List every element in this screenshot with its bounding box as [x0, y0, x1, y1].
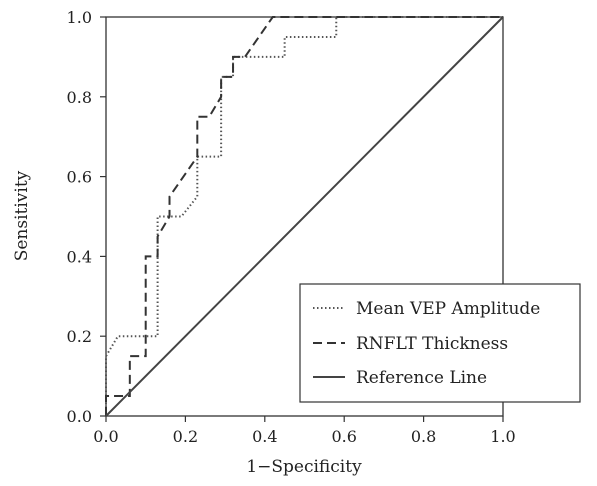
plot-series	[105, 16, 504, 417]
y-tick-label: 0.4	[67, 247, 92, 266]
y-tick-label: 0.0	[67, 407, 92, 426]
legend-label-reference: Reference Line	[356, 368, 487, 388]
x-tick-label: 0.0	[93, 427, 118, 446]
x-tick-label: 0.8	[411, 427, 436, 446]
y-tick-label: 0.6	[67, 168, 92, 187]
axes: 0.0 0.2 0.4 0.6 0.8 1.0 0.0 0.2 0.4 0.6 0.8 1.0	[67, 8, 516, 446]
y-tick-label: 0.2	[67, 327, 92, 346]
legend-label-mean-vep: Mean VEP Amplitude	[356, 299, 540, 319]
y-axis-label: Sensitivity	[12, 170, 32, 261]
x-tick-label: 0.4	[252, 427, 277, 446]
x-tick-label: 0.2	[173, 427, 198, 446]
series-line-rnflt-thickness	[105, 16, 503, 416]
y-tick-label: 0.8	[67, 88, 92, 107]
x-tick-label: 0.6	[331, 427, 356, 446]
y-tick-label: 1.0	[67, 8, 92, 27]
legend-box	[299, 283, 581, 403]
plot-frame	[105, 16, 504, 417]
x-axis-label: 1−Specificity	[246, 457, 362, 477]
x-tick-label: 1.0	[490, 427, 515, 446]
series-line-reference-line	[105, 16, 504, 417]
legend: Mean VEP Amplitude RNFLT Thickness Refer…	[299, 283, 581, 403]
legend-label-rnflt: RNFLT Thickness	[356, 334, 508, 354]
